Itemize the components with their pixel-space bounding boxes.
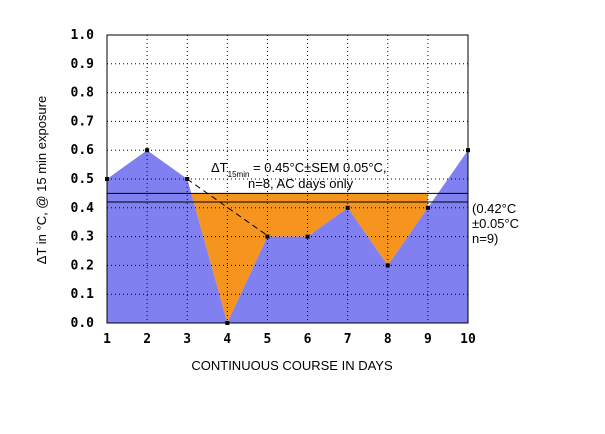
annotation-main-suffix: = 0.45°C±SEM 0.05°C,	[249, 160, 386, 175]
data-point	[425, 205, 430, 210]
y-tick-label: 0.5	[71, 172, 94, 187]
data-point	[185, 177, 190, 181]
highlight-layer	[187, 179, 428, 323]
annotation-side-line3: n=9)	[472, 231, 498, 246]
y-axis-title: ΔT in °C, @ 15 min exposure	[34, 96, 49, 264]
y-tick-label: 0.3	[71, 230, 94, 245]
x-tick-label: 9	[424, 332, 432, 347]
x-tick-label: 4	[223, 332, 231, 347]
y-tick-label: 0.1	[71, 287, 95, 302]
y-tick-labels: 0.0 0.1 0.2 0.3 0.4 0.5 0.6 0.7 0.8 0.9 1.0	[71, 28, 95, 331]
x-tick-label: 2	[143, 332, 151, 347]
y-tick-label: 0.7	[71, 114, 94, 129]
annotation-main-line2: n=8, AC days only	[248, 176, 354, 191]
y-tick-label: 0.9	[71, 57, 94, 72]
x-tick-label: 5	[264, 332, 272, 347]
x-tick-label: 1	[103, 332, 111, 347]
y-tick-label: 0.0	[71, 316, 95, 331]
x-axis-title: CONTINUOUS COURSE IN DAYS	[191, 358, 393, 373]
highlight-band	[187, 179, 428, 323]
reference-lines	[107, 192, 468, 203]
y-tick-label: 0.6	[71, 143, 95, 158]
grid-layer	[107, 35, 468, 323]
x-tick-label: 7	[344, 332, 352, 347]
data-point	[345, 205, 350, 210]
annotation-main-prefix: ΔT	[211, 160, 228, 175]
x-tick-label: 10	[460, 332, 476, 347]
x-tick-label: 3	[183, 332, 191, 347]
y-tick-label: 1.0	[71, 28, 95, 43]
annotation-side-line2: ±0.05°C	[472, 216, 519, 231]
data-point	[305, 234, 310, 239]
x-tick-label: 6	[304, 332, 312, 347]
plot-frame	[106, 34, 469, 324]
trend-dash-line	[186, 178, 269, 237]
annotation-main-line1: ΔT15min = 0.45°C±SEM 0.05°C,	[211, 160, 387, 179]
annotation-side-line1: (0.42°C	[472, 201, 516, 216]
x-tick-label: 8	[384, 332, 392, 347]
annotation-main-subscript: 15min	[228, 170, 250, 179]
data-point	[385, 263, 390, 268]
data-point	[145, 148, 150, 153]
x-tick-labels: 1 2 3 4 5 6 7 8 9 10	[103, 332, 476, 347]
y-tick-label: 0.2	[71, 258, 94, 273]
y-tick-label: 0.4	[71, 201, 95, 216]
data-point	[265, 234, 270, 239]
y-tick-label: 0.8	[71, 86, 95, 101]
